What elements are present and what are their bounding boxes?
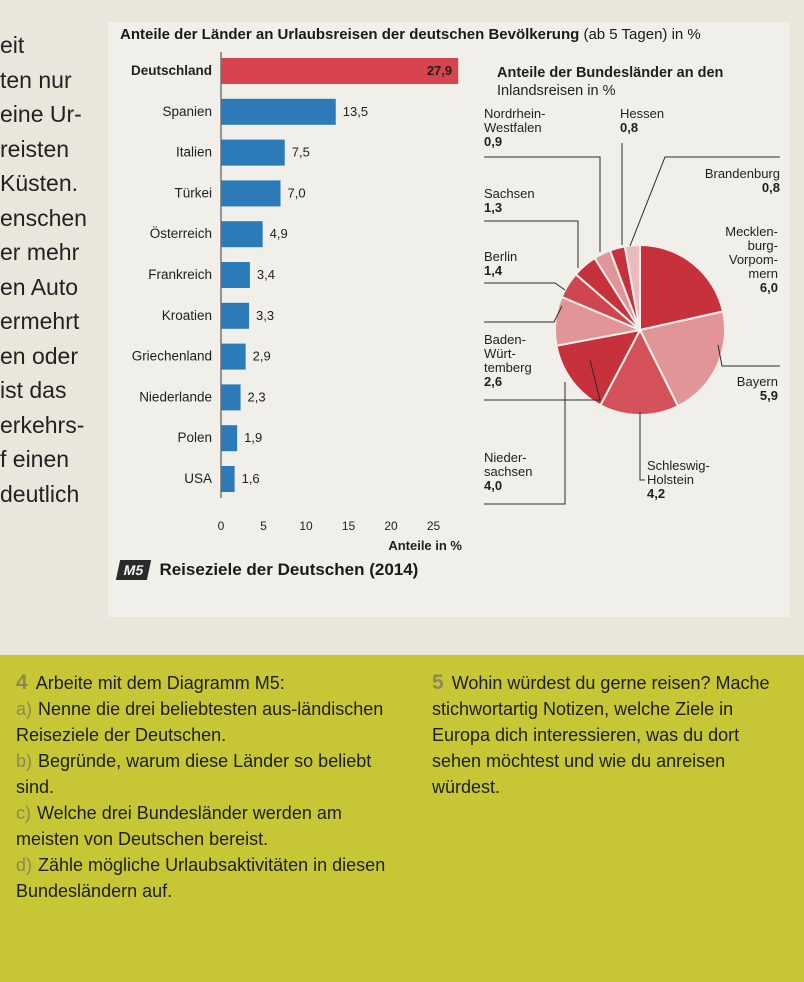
left-line: enschen	[0, 204, 87, 231]
left-line: ist das	[0, 377, 67, 403]
left-line: Küsten.	[0, 170, 78, 196]
caption-badge: M5	[115, 560, 152, 580]
left-line: ermehrt	[0, 308, 80, 334]
task-item-text: Begründe, warum diese Länder so beliebt …	[16, 751, 372, 797]
task-5-text: Wohin würdest du gerne reisen? Mache sti…	[432, 673, 770, 797]
task-4-title: Arbeite mit dem Diagramm M5:	[35, 673, 285, 693]
left-line: f einen	[0, 446, 70, 472]
left-line: deutlich	[0, 480, 80, 507]
task-5-number: 5	[432, 671, 444, 694]
figure-caption: M5 Reiseziele der Deutschen (2014)	[115, 560, 419, 580]
task-item-letter: a)	[16, 699, 33, 719]
left-page-text: eit ten nur eine Ur- reisten Küsten. ens…	[0, 28, 110, 511]
left-line: reisten	[0, 135, 70, 162]
figure-panel	[108, 22, 790, 617]
caption-text: Reiseziele der Deutschen (2014)	[159, 560, 419, 579]
left-line: er mehr	[0, 239, 80, 265]
task-item-text: Nenne die drei beliebtesten aus-ländisch…	[16, 699, 384, 745]
task-4: 4 Arbeite mit dem Diagramm M5: a) Nenne di…	[16, 670, 396, 904]
task-4-title-row: 4 Arbeite mit dem Diagramm M5:	[16, 670, 396, 696]
task-item-text: Zähle mögliche Urlaubsaktivitäten in die…	[16, 855, 386, 901]
task-4-item: a) Nenne die drei beliebtesten aus-ländis…	[16, 696, 396, 748]
left-line: ten nur	[0, 66, 72, 93]
left-line: en Auto	[0, 273, 79, 300]
task-4-item: c) Welche drei Bundesländer werden am mei…	[16, 800, 396, 852]
task-box	[0, 655, 804, 982]
task-4-item: b) Begründe, warum diese Länder so belieb…	[16, 748, 396, 800]
task-item-letter: d)	[16, 855, 33, 875]
task-4-item: d) Zähle mögliche Urlaubsaktivitäten in d…	[16, 852, 396, 904]
task-5: 5 Wohin würdest du gerne reisen? Mache st…	[432, 670, 792, 800]
left-line: en oder	[0, 342, 79, 369]
task-item-text: Welche drei Bundesländer werden am meist…	[16, 803, 342, 849]
chart-title-main: Anteile der Länder an Urlaubsreisen der …	[120, 26, 580, 43]
task-item-letter: b)	[16, 751, 33, 771]
left-line: eine Ur-	[0, 101, 82, 127]
chart-title-suffix: (ab 5 Tagen) in %	[579, 26, 701, 43]
task-item-letter: c)	[16, 803, 31, 823]
chart-title: Anteile der Länder an Urlaubsreisen der …	[120, 26, 701, 43]
task-4-number: 4	[16, 671, 28, 694]
left-line: eit	[0, 32, 25, 58]
left-line: erkehrs-	[0, 411, 85, 438]
